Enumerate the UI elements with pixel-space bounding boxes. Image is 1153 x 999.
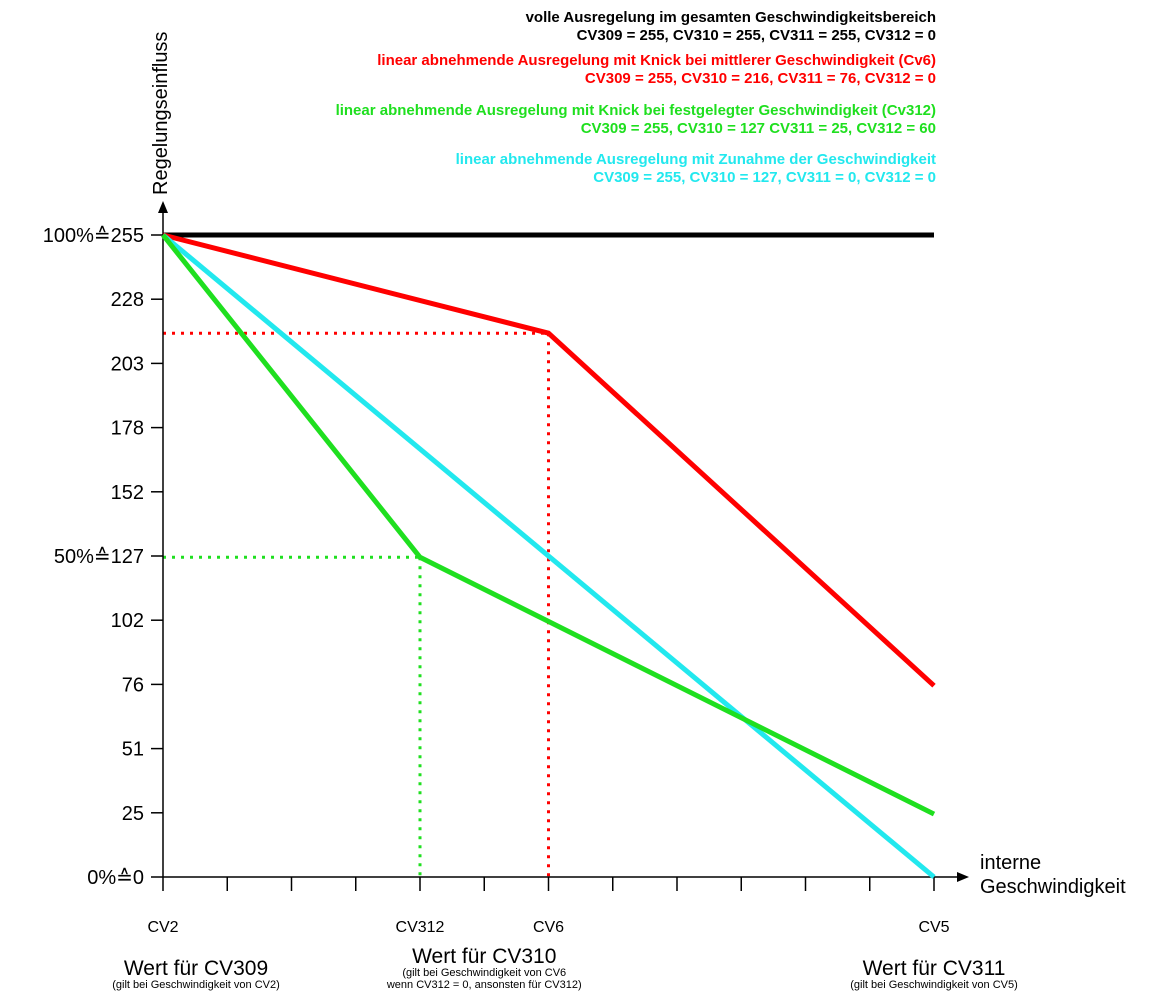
x-axis-title: interne (980, 852, 1041, 874)
legend-entry-0-line-1: CV309 = 255, CV310 = 255, CV311 = 255, C… (577, 27, 936, 44)
bottom-label-subtitle: (gilt bei Geschwindigkeit von CV2) (112, 979, 280, 991)
x-tick-label: CV6 (533, 919, 564, 936)
y-tick-label: 76 (122, 674, 144, 696)
y-tick-label: 178 (111, 418, 144, 440)
axes (151, 201, 969, 891)
y-tick-label: 25 (122, 803, 144, 825)
bottom-label-subtitle: wenn CV312 = 0, ansonsten für CV312) (386, 979, 582, 991)
y-tick-label: 51 (122, 739, 144, 761)
series-lines (161, 232, 936, 879)
y-tick-label: 228 (111, 289, 144, 311)
y-tick-label: 102 (111, 610, 144, 632)
legend-entry-1-line-1: CV309 = 255, CV310 = 216, CV311 = 76, CV… (585, 70, 936, 87)
y-tick-label: 152 (111, 482, 144, 504)
x-tick-label: CV2 (147, 919, 178, 936)
series-line-2 (161, 233, 936, 879)
guide-lines (163, 331, 550, 877)
legend-entry-3-line-0: linear abnehmende Ausregelung mit Zunahm… (456, 151, 936, 168)
x-axis-title: Geschwindigkeit (980, 876, 1126, 898)
chart-text: 100%≙255 228 203 178 152 50%≙127 102 76 51 25 0%≙0… (43, 9, 1126, 991)
legend-entry-2-line-0: linear abnehmende Ausregelung mit Knick … (336, 102, 936, 119)
x-tick-label: CV312 (396, 919, 445, 936)
y-axis-title: Regelungseinfluss (150, 32, 172, 195)
y-tick-label: 203 (111, 353, 144, 375)
series-line-1 (162, 232, 936, 688)
y-tick-label: 100%≙255 (43, 225, 144, 247)
legend-entry-2-line-1: CV309 = 255, CV310 = 127 CV311 = 25, CV3… (581, 120, 936, 137)
legend-entry-0-line-0: volle Ausregelung im gesamten Geschwindi… (526, 9, 936, 26)
x-axis-arrow-icon (957, 872, 969, 882)
series-line-3 (161, 233, 936, 817)
bottom-label-subtitle: (gilt bei Geschwindigkeit von CV5) (850, 979, 1018, 991)
bottom-label-title: Wert für CV311 (863, 957, 1006, 980)
bottom-label-title: Wert für CV309 (124, 957, 268, 980)
y-tick-label: 50%≙127 (54, 546, 144, 568)
legend-entry-1-line-0: linear abnehmende Ausregelung mit Knick … (377, 52, 936, 69)
y-tick-label: 0%≙0 (87, 867, 144, 889)
bottom-label-subtitle: (gilt bei Geschwindigkeit von CV6 (402, 967, 566, 979)
x-tick-label: CV5 (918, 919, 949, 936)
y-axis-arrow-icon (158, 201, 168, 213)
legend-entry-3-line-1: CV309 = 255, CV310 = 127, CV311 = 0, CV3… (593, 169, 936, 186)
bottom-label-title: Wert für CV310 (412, 945, 556, 968)
